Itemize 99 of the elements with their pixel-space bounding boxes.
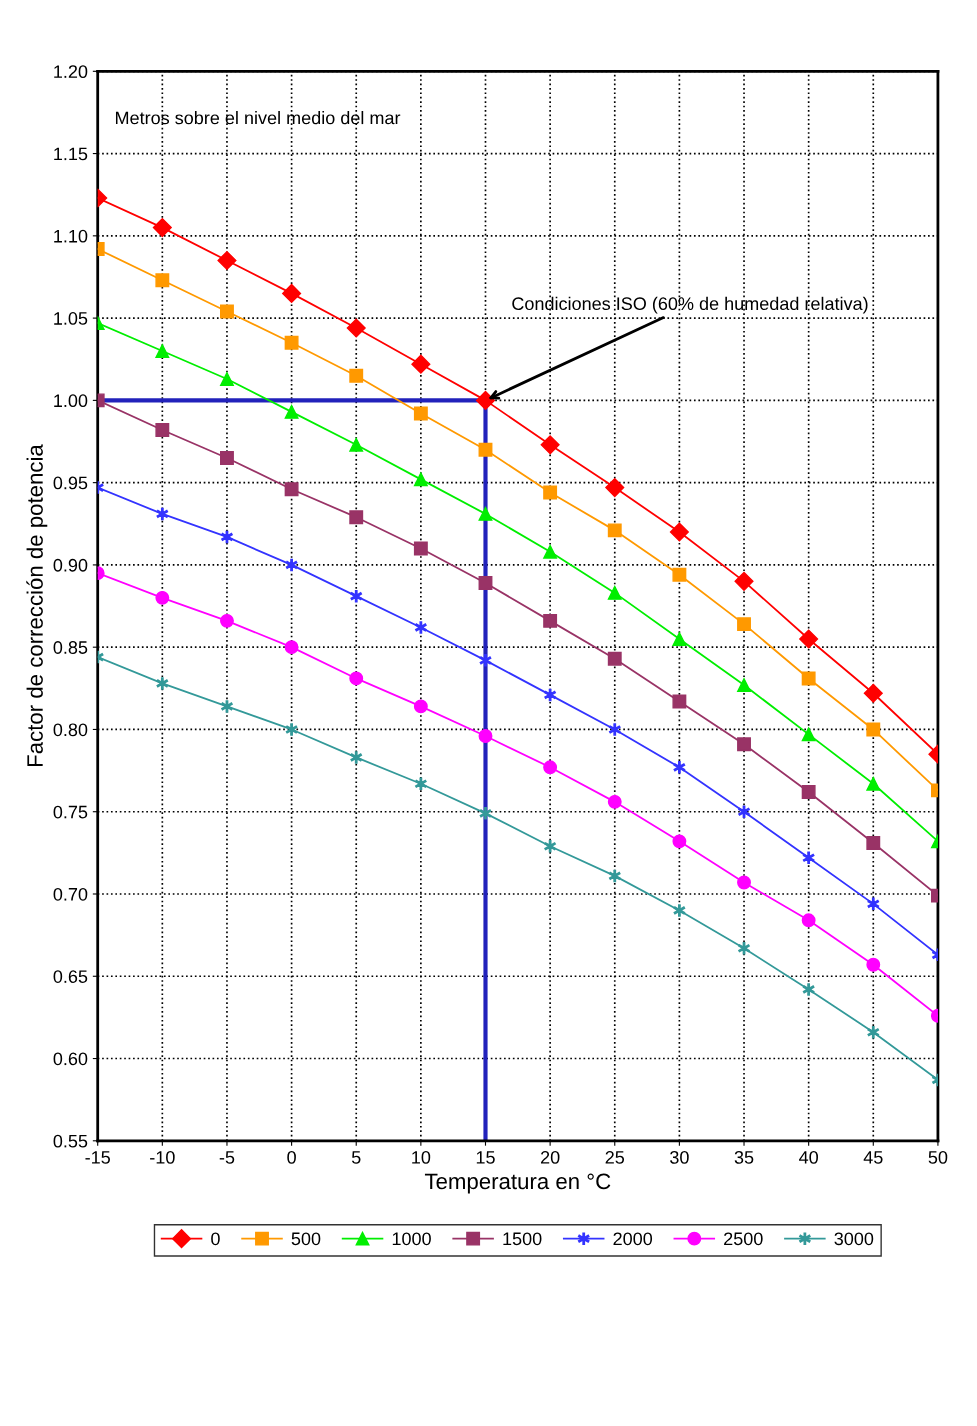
y-tick-label: 0.95 — [53, 476, 88, 490]
y-tick-label: 0.75 — [53, 805, 88, 819]
legend-label: 2500 — [724, 1232, 763, 1246]
y-tick-label: 0.55 — [53, 1134, 88, 1148]
y-tick-label: 1.10 — [54, 229, 88, 243]
x-tick-label: 15 — [476, 1151, 495, 1164]
point — [478, 729, 493, 743]
x-tick-label: 5 — [351, 1151, 361, 1164]
point — [543, 485, 558, 500]
legend-label: 2000 — [613, 1232, 653, 1246]
point — [607, 794, 622, 809]
point — [155, 344, 170, 358]
point — [411, 354, 431, 374]
point — [284, 404, 299, 419]
point — [866, 836, 881, 850]
x-axis-title: Temperatura en °C — [424, 1173, 611, 1194]
y-tick-label: 0.60 — [53, 1052, 88, 1066]
point — [672, 834, 687, 849]
y-axis-title: Factor de corrección de potencia — [26, 444, 48, 767]
point — [607, 651, 622, 666]
point — [672, 694, 687, 709]
point — [737, 875, 751, 890]
y-tick-label: 1.05 — [54, 312, 88, 325]
x-tick-label: 0 — [287, 1151, 296, 1164]
point — [284, 335, 299, 350]
point — [155, 590, 170, 605]
point — [737, 678, 751, 692]
point — [220, 613, 234, 628]
point — [413, 472, 428, 487]
x-tick-label: 45 — [863, 1151, 883, 1164]
point — [866, 722, 881, 737]
point — [607, 585, 622, 600]
point — [801, 785, 816, 799]
x-tick-label: 50 — [928, 1151, 948, 1164]
point — [284, 482, 299, 497]
legend-label: 500 — [291, 1232, 321, 1246]
point — [801, 671, 816, 686]
y-tick-label: 1.20 — [54, 65, 88, 79]
legend-label: 3000 — [834, 1232, 874, 1246]
point — [220, 372, 234, 386]
point — [155, 273, 170, 288]
point — [349, 368, 364, 383]
point — [863, 683, 883, 703]
x-tick-label: -5 — [219, 1151, 235, 1164]
point — [413, 406, 428, 421]
point — [734, 571, 754, 591]
point — [282, 283, 302, 303]
point — [349, 437, 364, 452]
point — [801, 727, 816, 742]
legend-label: 1500 — [503, 1232, 542, 1246]
point — [220, 451, 234, 465]
point — [155, 423, 170, 437]
x-tick-label: 25 — [605, 1151, 625, 1164]
legend-label: 1000 — [392, 1232, 431, 1246]
y-tick-label: 0.70 — [53, 887, 88, 901]
point — [801, 913, 816, 928]
x-tick-label: -15 — [85, 1151, 110, 1164]
point — [799, 629, 819, 649]
point — [475, 390, 496, 410]
point — [478, 442, 493, 457]
point — [540, 435, 560, 455]
point — [737, 737, 751, 752]
point — [478, 576, 493, 590]
point — [543, 760, 558, 775]
point — [346, 318, 366, 338]
annotation: Metros sobre el nivel medio del mar — [115, 111, 401, 125]
point — [607, 523, 622, 538]
point — [605, 478, 625, 498]
y-tick-label: 0.80 — [53, 723, 88, 737]
point — [413, 699, 428, 714]
y-tick-label: 1.00 — [54, 394, 88, 408]
point — [478, 506, 493, 521]
annotation: Condiciones ISO (60% de humedad relativa) — [512, 296, 868, 314]
y-tick-label: 0.90 — [53, 558, 88, 572]
x-tick-label: -10 — [150, 1151, 175, 1164]
point — [672, 567, 687, 582]
point — [152, 218, 172, 238]
point — [543, 544, 558, 559]
legend-label: 0 — [211, 1232, 220, 1246]
point — [737, 617, 751, 632]
point — [669, 522, 689, 542]
x-tick-label: 10 — [412, 1151, 431, 1164]
point — [349, 671, 364, 686]
point — [217, 250, 237, 271]
x-tick-label: 35 — [734, 1151, 754, 1164]
y-tick-label: 0.85 — [53, 641, 88, 654]
point — [349, 510, 364, 525]
y-tick-label: 0.65 — [53, 970, 88, 983]
point — [543, 613, 558, 628]
x-tick-label: 20 — [540, 1151, 560, 1164]
point — [866, 957, 881, 972]
point — [866, 776, 881, 791]
x-tick-label: 40 — [799, 1151, 818, 1164]
point — [413, 541, 428, 556]
x-tick-label: 30 — [670, 1151, 689, 1164]
point — [220, 304, 234, 319]
point — [284, 640, 299, 655]
y-tick-label: 1.15 — [54, 147, 88, 161]
point — [672, 632, 687, 646]
